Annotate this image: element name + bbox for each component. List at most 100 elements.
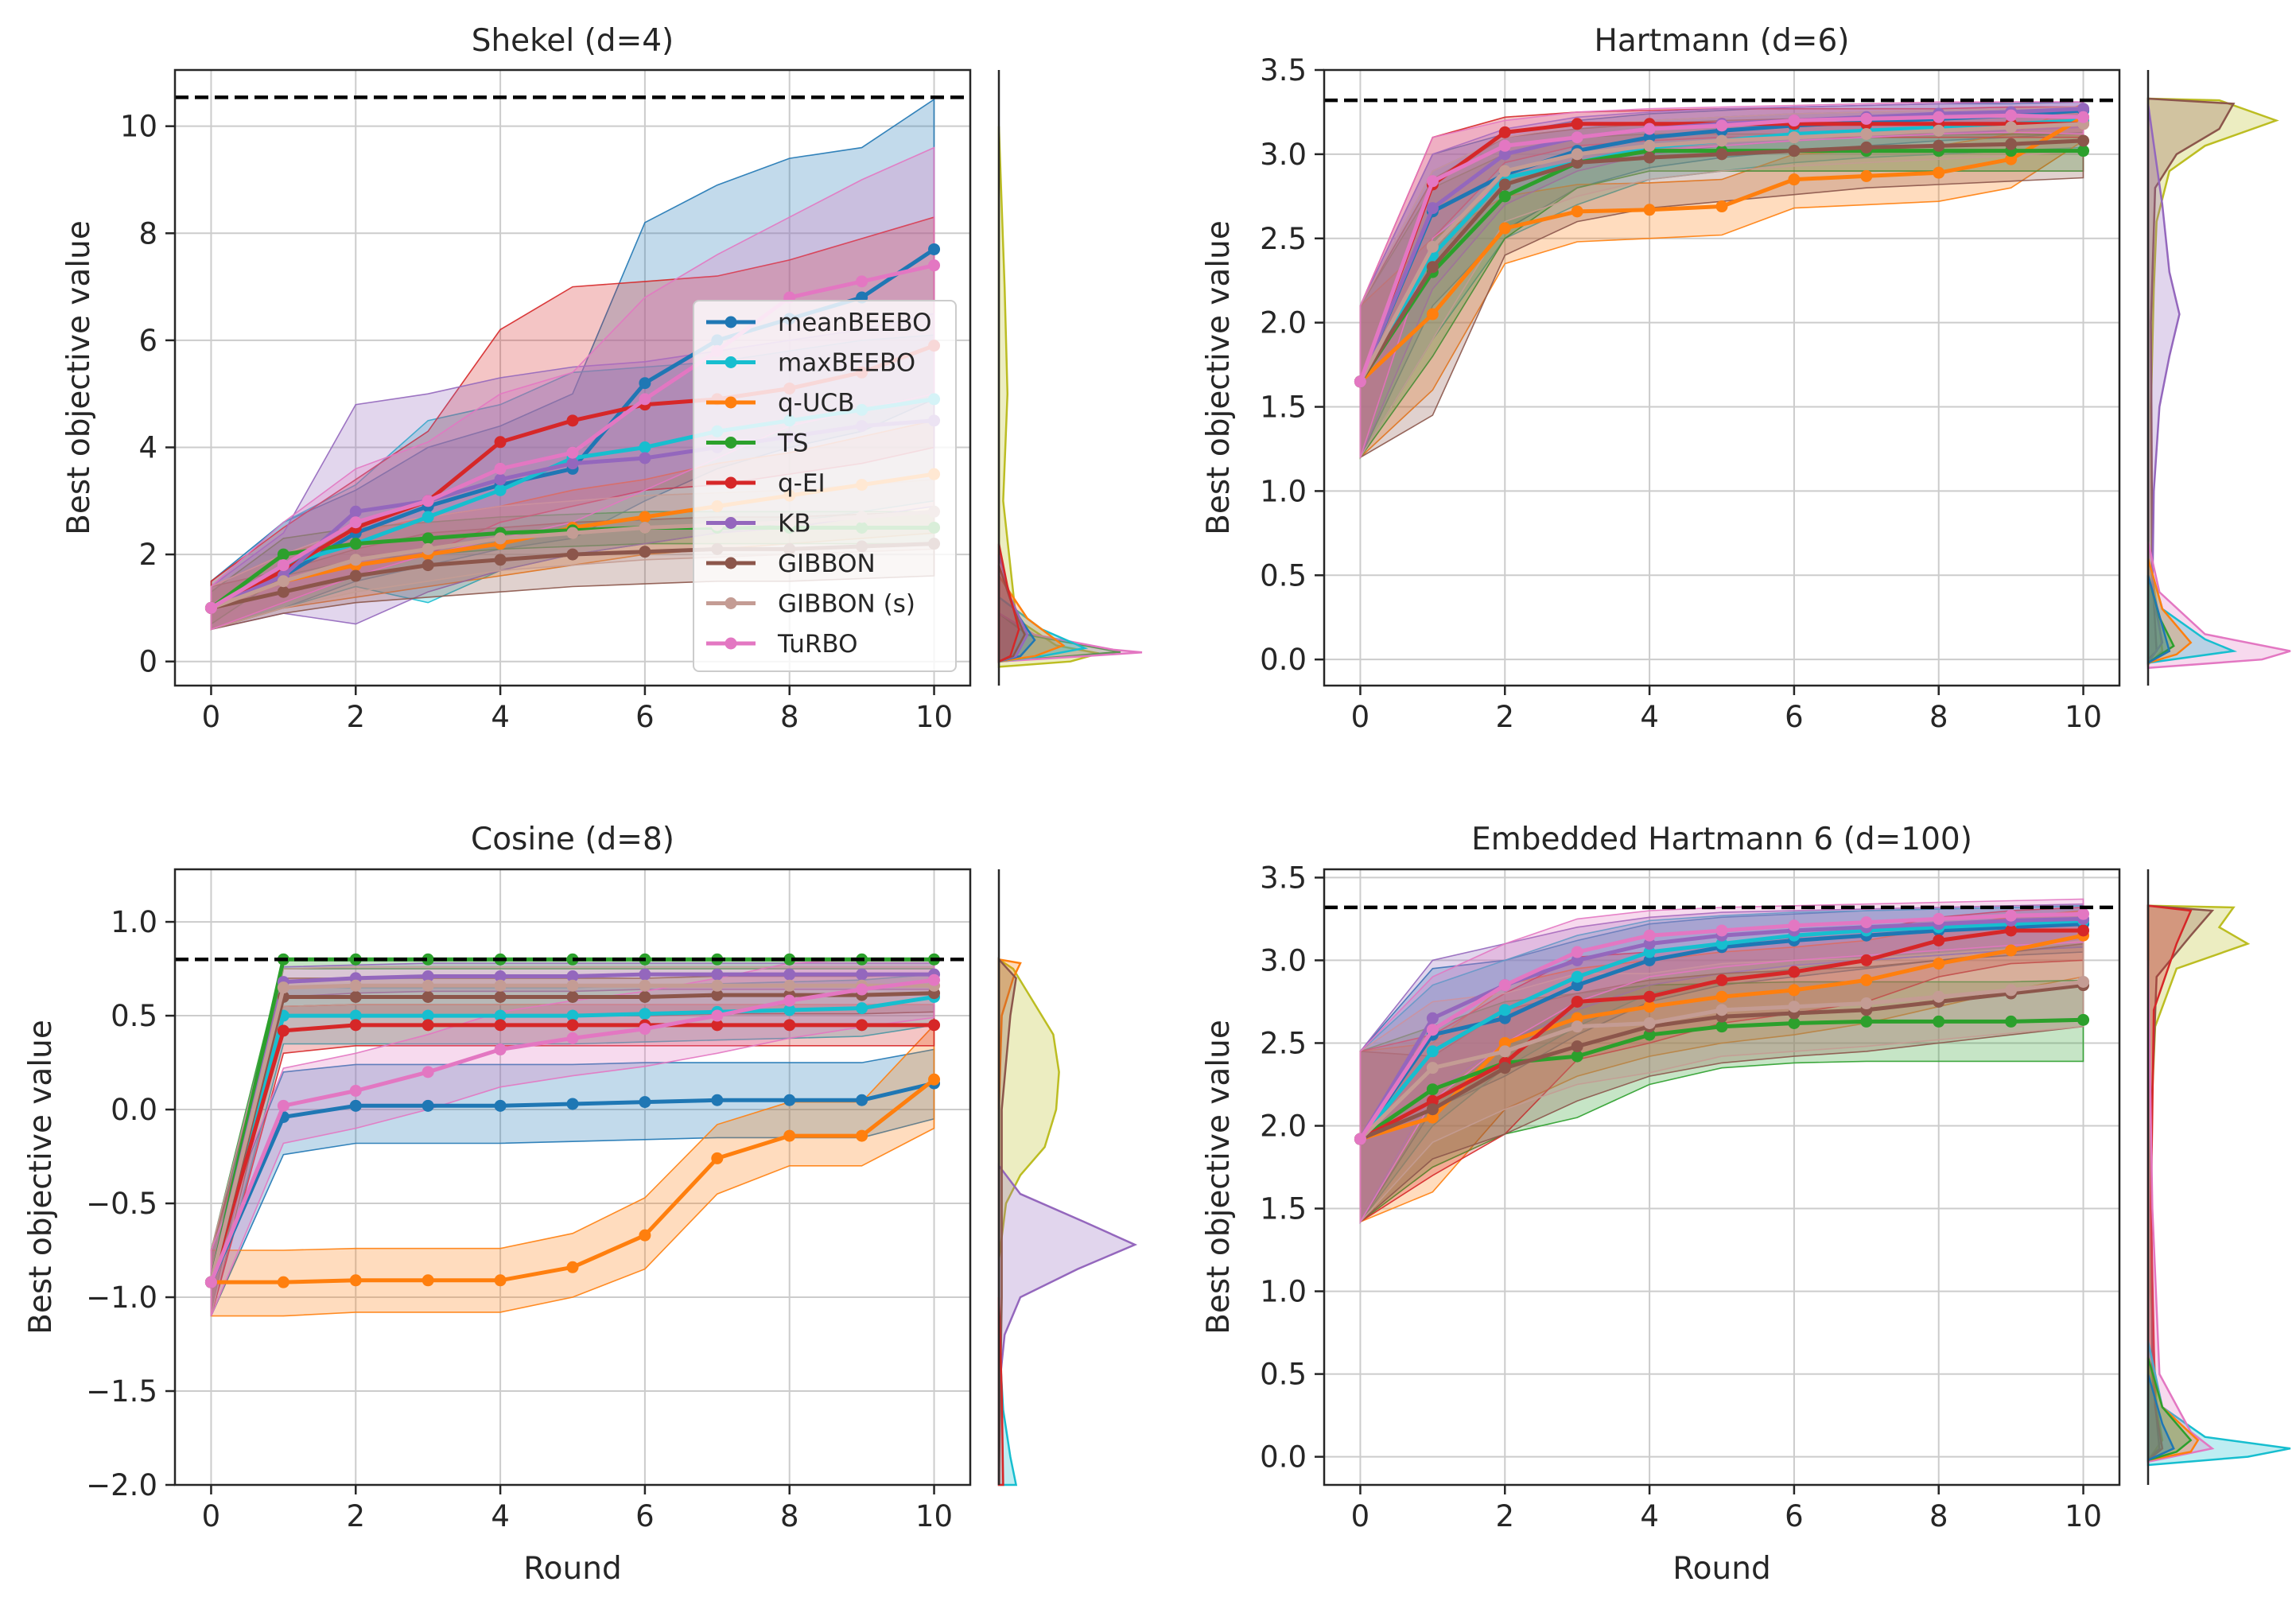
point-turbo [639,393,651,406]
point-meanbeebo [1571,979,1583,992]
point-gibbon-s- [1643,1017,1656,1029]
point-turbo [1788,919,1801,932]
point-gibbon [1715,148,1728,161]
point-gibbon [1643,151,1656,164]
legend-label: GIBBON [778,550,876,578]
point-q-ei [1498,126,1511,138]
point-turbo [494,1043,507,1056]
legend: meanBEEBO maxBEEBO q-UCB TS q-EI KB GIBBON GIBB… [693,300,957,672]
point-gibbon-s- [2005,984,2018,997]
point-q-ucb [494,1274,507,1287]
x-tick-label: 6 [1785,700,1804,734]
point-gibbon-s- [1715,134,1728,147]
point-turbo [928,259,941,272]
point-turbo [422,495,434,507]
legend-swatch-marker [725,517,737,529]
panel-title: Embedded Hartmann 6 (d=100) [1471,822,1972,857]
point-maxbeebo [856,1002,868,1015]
point-turbo [856,275,868,288]
legend-item: meanBEEBO [706,309,931,337]
point-turbo [566,1032,579,1044]
point-gibbon [1933,139,1945,152]
x-tick-label: 2 [346,700,365,734]
point-gibbon-s- [1860,997,1873,1010]
x-tick-label: 2 [1495,1499,1514,1533]
point-maxbeebo [639,1008,651,1020]
point-gibbon [494,990,507,1003]
point-q-ucb [1788,173,1801,186]
point-q-ucb [1933,958,1945,970]
point-gibbon-s- [422,979,434,992]
point-turbo [566,446,579,459]
point-maxbeebo [1643,946,1656,958]
point-gibbon-s- [1788,131,1801,144]
point-q-ucb [783,1129,796,1142]
point-gibbon [2005,138,2018,150]
legend-label: maxBEEBO [778,349,915,378]
point-q-ucb [1498,222,1511,235]
x-tick-label: 4 [1640,1499,1659,1533]
legend-swatch-marker [725,597,737,609]
point-ts [349,538,362,550]
point-gibbon-s- [1498,1045,1511,1058]
x-tick-label: 0 [202,700,221,734]
point-gibbon-s- [1643,139,1656,152]
point-kb [1643,938,1656,950]
point-gibbon-s- [277,981,289,994]
point-ts [2077,1013,2090,1026]
density-panel [997,126,1143,668]
legend-item: TS [706,429,809,458]
legend-item: maxBEEBO [706,349,915,378]
point-turbo [204,601,217,614]
point-q-ei [1426,1094,1439,1107]
point-gibbon-s- [783,979,796,992]
legend-item: q-EI [706,469,826,498]
point-q-ei [2005,924,2018,937]
legend-swatch-marker [725,637,737,650]
point-q-ei [711,1019,724,1032]
point-gibbon [1498,178,1511,191]
point-turbo [1643,929,1656,942]
point-turbo [422,1066,434,1078]
point-meanbeebo [928,243,941,255]
x-tick-label: 8 [780,700,799,734]
point-ts [1715,1020,1728,1033]
point-q-ei [494,1019,507,1032]
band-turbo [1359,898,2084,1225]
point-q-ei [856,1019,868,1032]
point-turbo [1788,115,1801,127]
axes-frame [173,68,972,687]
point-gibbon-s- [349,554,362,566]
point-turbo [1715,924,1728,937]
point-q-ucb [2005,153,2018,165]
series-gibbon [1354,134,2090,388]
point-gibbon [711,989,724,1001]
point-meanbeebo [1643,954,1656,966]
x-tick-label: 6 [1785,1499,1804,1533]
point-q-ucb [639,511,651,523]
point-maxbeebo [349,1009,362,1022]
point-turbo [494,462,507,475]
point-q-ucb [1715,200,1728,213]
axes-frame [1323,68,2121,687]
y-tick-label: 2.5 [1260,1026,1307,1060]
point-maxbeebo [494,484,507,496]
point-q-ei [1715,973,1728,986]
point-q-ei [1860,954,1873,966]
panel-title: Shekel (d=4) [472,23,674,59]
point-q-ei [566,1019,579,1032]
point-q-ucb [1860,169,1873,182]
x-tick-label: 2 [1495,700,1514,734]
point-gibbon-s- [494,979,507,992]
point-ts [1643,1028,1656,1041]
x-tick-label: 6 [635,700,655,734]
legend-swatch-marker [725,396,737,409]
density-extra [2146,97,2279,667]
point-q-ucb [1426,308,1439,321]
point-maxbeebo [422,1009,434,1022]
y-tick-label: 3.0 [1260,138,1307,172]
y-tick-label: 4 [138,430,157,464]
point-kb [1426,1012,1439,1024]
point-meanbeebo [856,1094,868,1106]
point-gibbon [2077,134,2090,147]
